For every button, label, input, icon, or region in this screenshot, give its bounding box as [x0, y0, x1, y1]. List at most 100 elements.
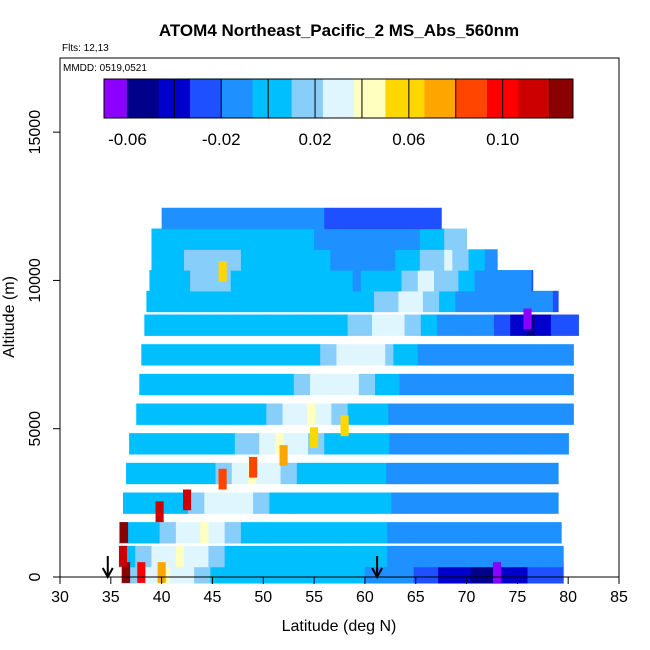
heatmap-cell — [499, 344, 508, 366]
heatmap-cell — [570, 373, 574, 396]
heatmap-cell — [256, 462, 265, 485]
heatmap-cell — [502, 314, 511, 336]
heatmap-cell — [504, 290, 513, 313]
heatmap-cell — [242, 207, 252, 230]
heatmap-cell — [232, 522, 242, 544]
heatmap-cell — [306, 314, 316, 336]
heatmap-cell — [295, 344, 305, 366]
heatmap-cell — [515, 270, 525, 292]
colorbar-tick-label: 0.10 — [486, 130, 519, 149]
heatmap-cell — [456, 373, 466, 396]
heatmap-cell — [553, 373, 563, 396]
heatmap-cell — [539, 344, 549, 366]
heatmap-cell — [159, 228, 169, 250]
heatmap-cell — [330, 545, 340, 568]
heatmap-cell — [488, 373, 498, 396]
heatmap-cell — [161, 433, 171, 455]
heatmap-cell — [557, 462, 559, 485]
heatmap-cell — [186, 433, 195, 455]
heatmap-cell — [334, 373, 344, 396]
heatmap-cell — [223, 462, 233, 485]
heatmap-cell — [326, 492, 336, 514]
heatmap-cell — [196, 492, 205, 514]
heatmap-cell — [258, 314, 267, 336]
heatmap-cell — [161, 207, 171, 230]
heatmap-cell — [192, 228, 201, 250]
heatmap-cell — [314, 228, 323, 250]
heatmap-cell — [314, 522, 323, 544]
colorbar-swatch — [361, 79, 371, 118]
heatmap-highlight-cell — [340, 415, 349, 437]
heatmap-cell — [382, 290, 391, 313]
heatmap-cell — [395, 249, 405, 271]
heatmap-cell — [484, 545, 494, 568]
heatmap-cell — [421, 207, 431, 230]
heatmap-cell — [362, 545, 372, 568]
heatmap-cell — [567, 314, 576, 336]
heatmap-cell — [332, 207, 342, 230]
heatmap-cell — [265, 545, 275, 568]
colorbar-swatch — [127, 79, 136, 118]
heatmap-cell — [285, 373, 295, 396]
colorbar-swatch — [502, 79, 511, 118]
heatmap-cell — [426, 462, 436, 485]
heatmap-cell — [143, 545, 153, 568]
heatmap-cell — [562, 373, 571, 396]
mmdd-label: MMDD: 0519,0521 — [63, 63, 147, 74]
heatmap-highlight-cell — [182, 489, 192, 511]
heatmap-cell — [364, 562, 374, 584]
heatmap-cell — [454, 433, 464, 455]
heatmap-highlight-cell — [137, 562, 146, 583]
heatmap-cell — [297, 545, 307, 568]
heatmap-cell — [218, 433, 228, 455]
heatmap-cell — [472, 492, 482, 514]
heatmap-cell — [357, 290, 367, 313]
heatmap-cell — [234, 207, 244, 230]
heatmap-cell — [296, 462, 306, 485]
heatmap-cell — [195, 290, 204, 313]
heatmap-cell — [550, 314, 560, 336]
heatmap-cell — [572, 344, 574, 366]
heatmap-cell — [479, 290, 489, 313]
heatmap-cell — [390, 290, 400, 313]
heatmap-cell — [470, 562, 480, 584]
heatmap-cell — [322, 228, 331, 250]
heatmap-cell — [173, 270, 183, 292]
heatmap-cell — [363, 403, 373, 425]
plot-frame — [59, 57, 620, 578]
heatmap-cell — [366, 492, 376, 514]
heatmap-cell — [281, 228, 291, 250]
heatmap-cell — [391, 492, 401, 514]
heatmap-cell — [240, 249, 250, 271]
heatmap-cell — [484, 249, 494, 271]
heatmap-cell — [444, 228, 453, 250]
colorbar-swatch — [393, 79, 402, 118]
heatmap-cell — [438, 562, 447, 584]
heatmap-cell — [242, 562, 252, 584]
heatmap-cell — [306, 403, 316, 425]
heatmap-cell — [211, 290, 221, 313]
heatmap-cell — [453, 314, 463, 336]
heatmap-highlight-cell — [279, 445, 288, 466]
heatmap-cell — [193, 403, 202, 425]
heatmap-cell — [476, 249, 486, 271]
heatmap-highlight-cell — [492, 562, 502, 583]
heatmap-cell — [267, 207, 277, 230]
heatmap-cell — [168, 403, 178, 425]
heatmap-cell — [219, 290, 229, 313]
heatmap-cell — [429, 433, 439, 455]
heatmap-cell — [448, 373, 457, 396]
heatmap-cell — [476, 545, 486, 568]
heatmap-cell — [399, 373, 409, 396]
heatmap-cell — [444, 522, 453, 544]
heatmap-cell — [543, 433, 553, 455]
heatmap-cell — [519, 562, 529, 584]
x-tick-label: 45 — [204, 589, 222, 606]
colorbar-swatch — [283, 79, 293, 118]
heatmap-cell — [204, 492, 214, 514]
heatmap-cell — [333, 290, 343, 313]
heatmap-cell — [512, 290, 522, 313]
heatmap-cell — [532, 462, 542, 485]
heatmap-cell — [482, 270, 492, 292]
heatmap-cell — [303, 270, 313, 292]
